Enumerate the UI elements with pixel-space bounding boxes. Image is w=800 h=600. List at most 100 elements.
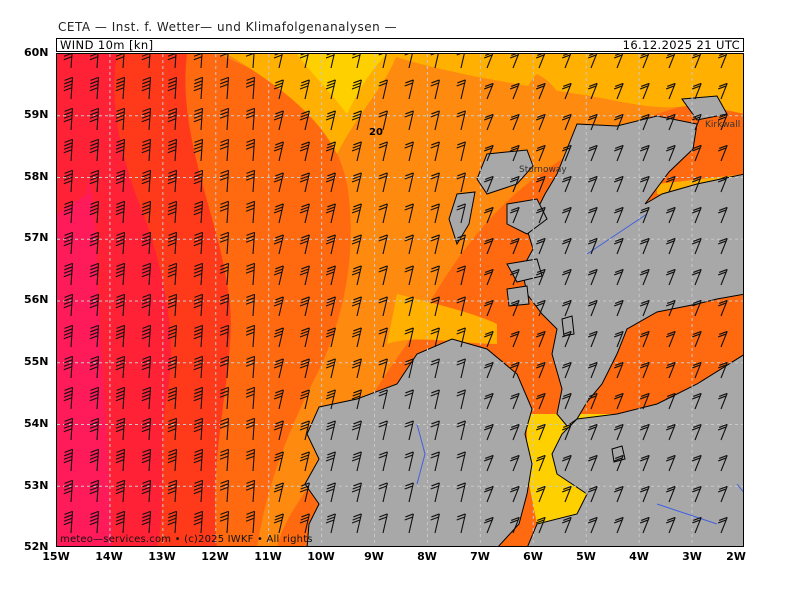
wind-barb [510, 423, 520, 441]
wind-barb [219, 293, 230, 317]
land-islay [506, 285, 530, 307]
lon-label-5w: 5W [576, 550, 596, 563]
wind-barb [692, 330, 702, 348]
wind-barb [456, 420, 466, 441]
lon-label-13w: 13W [148, 550, 176, 563]
wind-barb [141, 107, 152, 131]
wind-barb [351, 296, 362, 317]
wind-barb [640, 237, 650, 255]
wind-barb [456, 203, 466, 224]
wind-barb [219, 386, 230, 410]
wind-barb [404, 513, 414, 534]
wind-barb [536, 237, 546, 255]
wind-barb [536, 299, 546, 317]
wind-barb [89, 54, 99, 69]
wind-barb [115, 107, 126, 131]
wind-barb [299, 296, 310, 317]
wind-barb [325, 54, 335, 69]
wind-barb [456, 389, 466, 410]
wind-barb [404, 327, 414, 348]
wind-barb [640, 330, 650, 348]
wind-barb [718, 485, 728, 503]
wind-barb [484, 485, 494, 503]
wind-barb [245, 355, 256, 379]
lon-label-8w: 8W [417, 550, 437, 563]
wind-barb [167, 262, 178, 286]
wind-barb [614, 485, 624, 503]
wind-barb [588, 175, 598, 193]
wind-barb [193, 54, 203, 69]
wind-barb [351, 451, 362, 472]
wind-barb [219, 169, 230, 193]
wind-barb [299, 420, 310, 441]
wind-barb [63, 107, 74, 131]
wind-barb [273, 358, 284, 379]
wind-barb [692, 54, 702, 69]
wind-barb [484, 516, 494, 534]
wind-barb [193, 417, 204, 441]
wind-barb [562, 454, 572, 472]
wind-barb [378, 389, 388, 410]
map-area: Kirkwall Stornoway 20 [56, 53, 744, 547]
wind-barb [193, 510, 204, 534]
place-label-kirkwall: Kirkwall [705, 120, 740, 130]
wind-barb [536, 175, 546, 193]
wind-barb [404, 54, 413, 69]
wind-barb [299, 327, 310, 348]
lat-label-60n: 60N [24, 46, 49, 59]
wind-barb [325, 451, 336, 472]
wind-barb [588, 54, 598, 69]
wind-barb [193, 107, 204, 131]
wind-barb [588, 361, 598, 379]
wind-barb [666, 54, 676, 69]
wind-barb [325, 172, 336, 193]
datetime-label: 16.12.2025 21 UTC [622, 38, 740, 52]
credit-text: meteo—services.com • (c)2025 IWKF • All … [60, 534, 313, 545]
wind-barb [484, 268, 494, 286]
wind-barb [640, 144, 650, 162]
graticule [57, 54, 743, 546]
wind-barb [299, 203, 310, 224]
wind-barb [273, 203, 284, 224]
wind-barb [63, 76, 74, 100]
wind-barb [273, 110, 284, 131]
wind-barb [692, 206, 702, 224]
wind-barb [430, 358, 440, 379]
wind-barb [484, 54, 494, 69]
wind-barb [614, 392, 624, 410]
lon-label-4w: 4W [629, 550, 649, 563]
wind-barb [614, 144, 624, 162]
wind-barb [640, 361, 650, 379]
wind-barb [378, 110, 388, 131]
wind-barb [456, 79, 466, 100]
wind-barb [666, 299, 676, 317]
wind-barb [325, 203, 336, 224]
wind-barb [666, 423, 676, 441]
wind-barb [666, 237, 676, 255]
wind-barb [141, 231, 152, 255]
wind-barb [219, 448, 230, 472]
wind-barb [325, 265, 336, 286]
wind-barb [273, 79, 284, 100]
wind-barb [640, 54, 650, 69]
wind-barb [456, 327, 466, 348]
wind-barb [167, 417, 178, 441]
land-scotland [521, 115, 743, 427]
wind-barb [718, 454, 728, 472]
wind-barb [63, 448, 74, 472]
wind-barb [404, 482, 414, 503]
wind-barb [404, 141, 414, 162]
wind-barb [63, 138, 74, 162]
wind-barb [273, 327, 284, 348]
wind-barb [115, 54, 125, 69]
wind-barb [167, 386, 178, 410]
wind-barb [351, 141, 362, 162]
land-ireland [304, 338, 533, 546]
wind-barb [89, 138, 100, 162]
wind-barb [484, 361, 494, 379]
wind-barb [115, 448, 126, 472]
header-bar: WIND 10m [kn] 16.12.2025 21 UTC [56, 38, 744, 52]
wind-barb [219, 417, 230, 441]
wind-barb [299, 110, 310, 131]
wind-barb [536, 454, 546, 472]
